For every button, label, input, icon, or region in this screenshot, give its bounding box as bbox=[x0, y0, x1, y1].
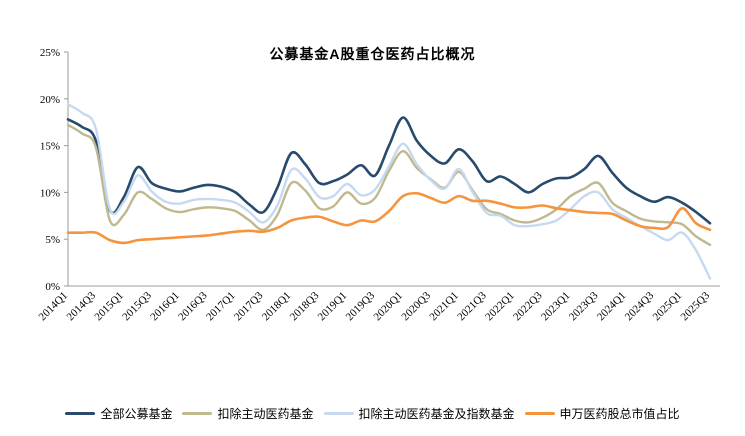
x-tick-label: 2021Q1 bbox=[427, 290, 461, 324]
x-tick-label: 2023Q3 bbox=[567, 289, 601, 323]
series-line-0 bbox=[66, 116, 712, 225]
x-tick-label: 2020Q3 bbox=[399, 289, 433, 323]
x-tick-label: 2025Q1 bbox=[651, 290, 685, 324]
legend-item-1: 扣除主动医药基金 bbox=[182, 405, 314, 422]
chart-title: 公募基金A股重仓医药占比概况 bbox=[269, 46, 476, 62]
legend-label: 申万医药股总市值占比 bbox=[559, 407, 680, 421]
axes bbox=[64, 51, 720, 287]
x-axis-labels: 2014Q12014Q32015Q12015Q32016Q12016Q32017… bbox=[37, 289, 713, 323]
series-line-2 bbox=[66, 103, 712, 280]
series-paths bbox=[66, 103, 712, 280]
x-tick-label: 2022Q3 bbox=[511, 289, 545, 323]
y-tick-label: 15% bbox=[40, 141, 60, 153]
y-tick-label: 5% bbox=[45, 234, 60, 246]
x-tick-label: 2015Q3 bbox=[120, 289, 154, 323]
x-tick-label: 2024Q1 bbox=[595, 290, 629, 324]
y-tick-label: 20% bbox=[40, 94, 60, 106]
legend-item-0: 全部公募基金 bbox=[65, 405, 172, 422]
legend-swatch-icon bbox=[323, 412, 354, 415]
x-tick-label: 2018Q3 bbox=[288, 289, 322, 323]
legend-label: 扣除主动医药基金及指数基金 bbox=[358, 407, 515, 421]
y-tick-label: 0% bbox=[45, 281, 60, 293]
x-tick-label: 2019Q3 bbox=[344, 289, 378, 323]
y-axis-labels: 0% 5% 10% 15% 20% 25% bbox=[40, 47, 60, 293]
x-tick-label: 2021Q3 bbox=[455, 289, 489, 323]
legend: 全部公募基金 扣除主动医药基金 扣除主动医药基金及指数基金 申万医药股总市值占比 bbox=[0, 405, 745, 422]
line-chart-plot: 0% 5% 10% 15% 20% 25% 2014Q12014Q32015Q12015Q3… bbox=[37, 47, 720, 323]
x-tick-label: 2019Q1 bbox=[316, 290, 350, 324]
x-tick-label: 2024Q3 bbox=[623, 289, 657, 323]
x-tick-label: 2016Q3 bbox=[176, 289, 210, 323]
x-tick-label: 2017Q1 bbox=[204, 290, 238, 324]
x-tick-label: 2016Q1 bbox=[148, 290, 182, 324]
x-tick-label: 2014Q1 bbox=[37, 290, 71, 324]
x-tick-label: 2017Q3 bbox=[232, 289, 266, 323]
y-tick-label: 10% bbox=[40, 187, 60, 199]
x-tick-label: 2020Q1 bbox=[372, 290, 406, 324]
legend-swatch-icon bbox=[182, 412, 213, 415]
legend-swatch-icon bbox=[524, 412, 555, 415]
x-tick-label: 2023Q1 bbox=[539, 290, 573, 324]
x-tick-label: 2015Q1 bbox=[92, 290, 126, 324]
legend-label: 扣除主动医药基金 bbox=[217, 407, 314, 421]
series-line-1 bbox=[66, 123, 712, 247]
legend-item-2: 扣除主动医药基金及指数基金 bbox=[323, 405, 515, 422]
legend-label: 全部公募基金 bbox=[100, 407, 173, 421]
series-line-3 bbox=[66, 191, 712, 245]
x-tick-label: 2014Q3 bbox=[64, 289, 98, 323]
y-tick-label: 25% bbox=[40, 47, 60, 59]
x-tick-label: 2022Q1 bbox=[483, 290, 517, 324]
legend-item-3: 申万医药股总市值占比 bbox=[524, 405, 680, 422]
x-tick-label: 2025Q3 bbox=[679, 289, 713, 323]
legend-swatch-icon bbox=[65, 412, 96, 415]
x-tick-label: 2018Q1 bbox=[260, 290, 294, 324]
